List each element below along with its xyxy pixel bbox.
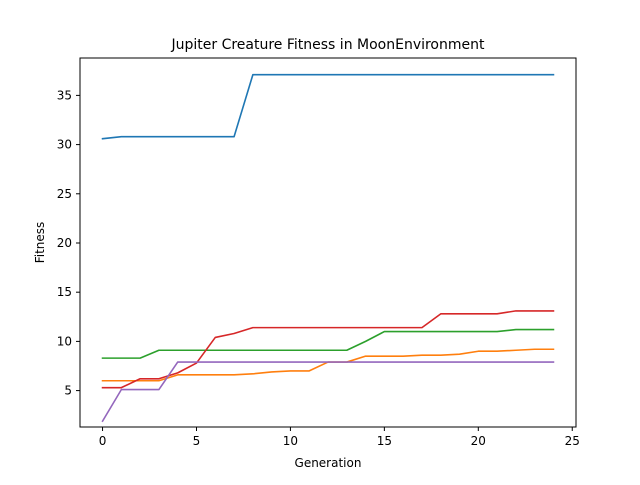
y-tick-label: 30 — [57, 138, 72, 152]
y-tick-label: 25 — [57, 187, 72, 201]
series-line-1 — [101, 73, 555, 140]
x-tick-label: 10 — [283, 434, 298, 448]
series-line-3 — [101, 328, 555, 359]
y-tick-label: 10 — [57, 334, 72, 348]
series-line-4 — [101, 310, 555, 389]
series-line-5 — [101, 361, 555, 423]
axes-frame — [79, 57, 577, 428]
x-tick-label: 20 — [471, 434, 486, 448]
x-tick-label: 0 — [99, 434, 107, 448]
y-tick-label: 5 — [64, 384, 72, 398]
x-axis-label: Generation — [295, 456, 362, 470]
x-axis: 0 5 10 15 20 25 — [99, 427, 580, 448]
y-tick-label: 35 — [57, 88, 72, 102]
y-axis: 5 10 15 20 25 30 35 — [57, 88, 80, 398]
y-tick-label: 15 — [57, 285, 72, 299]
chart-title: Jupiter Creature Fitness in MoonEnvironm… — [170, 37, 485, 53]
x-tick-label: 5 — [193, 434, 201, 448]
y-axis-label: Fitness — [33, 222, 47, 264]
series-layer — [101, 73, 555, 423]
x-tick-label: 15 — [377, 434, 392, 448]
y-tick-label: 20 — [57, 236, 72, 250]
x-tick-label: 25 — [565, 434, 580, 448]
